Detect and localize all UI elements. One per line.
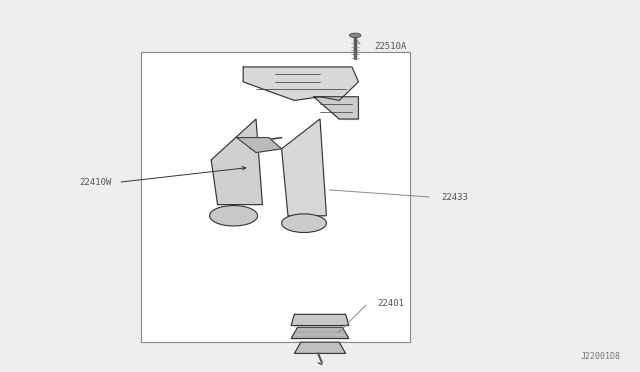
Text: 22410W: 22410W: [80, 178, 112, 187]
Polygon shape: [211, 119, 262, 205]
Ellipse shape: [282, 214, 326, 232]
Polygon shape: [243, 67, 358, 100]
Text: 22510A: 22510A: [374, 42, 406, 51]
Text: 22401: 22401: [378, 299, 404, 308]
Ellipse shape: [349, 33, 361, 38]
Polygon shape: [237, 138, 282, 153]
Polygon shape: [291, 314, 349, 326]
Polygon shape: [291, 327, 349, 339]
Polygon shape: [314, 97, 358, 119]
Text: 22433: 22433: [442, 193, 468, 202]
Polygon shape: [282, 119, 326, 216]
Text: J22001D8: J22001D8: [581, 352, 621, 361]
Bar: [141, 52, 410, 342]
Polygon shape: [294, 342, 346, 353]
Ellipse shape: [210, 205, 258, 226]
